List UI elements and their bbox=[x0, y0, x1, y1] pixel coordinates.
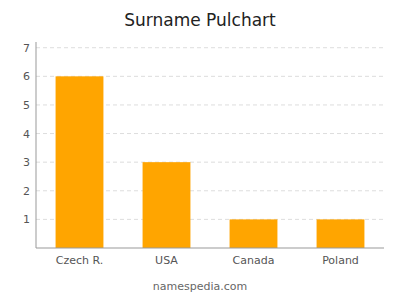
bar bbox=[317, 219, 365, 248]
y-tick-label: 4 bbox=[23, 128, 30, 141]
x-tick-label: Canada bbox=[233, 254, 275, 267]
grid-line bbox=[36, 47, 384, 48]
bar bbox=[230, 219, 278, 248]
y-tick-label: 3 bbox=[23, 156, 30, 169]
y-tick-label: 7 bbox=[23, 42, 30, 55]
bar bbox=[143, 162, 191, 248]
chart: 1 2 3 4 5 6 7 Czech R. USA Canada Poland Surname Pu… bbox=[0, 0, 400, 300]
y-tick-label: 5 bbox=[23, 99, 30, 112]
x-tick-label: USA bbox=[155, 254, 178, 267]
x-axis-line bbox=[36, 248, 384, 249]
footer-annotation: namespedia.com bbox=[153, 280, 247, 293]
background bbox=[0, 0, 400, 300]
x-tick-label: Czech R. bbox=[56, 254, 104, 267]
bar bbox=[56, 76, 104, 248]
y-tick-label: 1 bbox=[23, 213, 30, 226]
y-tick-label: 2 bbox=[23, 185, 30, 198]
y-axis-line bbox=[36, 42, 37, 248]
y-tick-label: 6 bbox=[23, 70, 30, 83]
title: Surname Pulchart bbox=[124, 10, 276, 30]
x-tick-label: Poland bbox=[322, 254, 359, 267]
